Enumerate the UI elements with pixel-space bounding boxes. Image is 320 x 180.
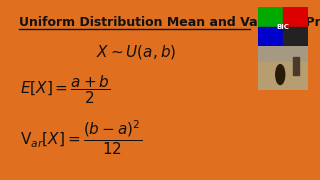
Bar bbox=[258, 27, 283, 46]
Text: BIC: BIC bbox=[276, 24, 289, 30]
Text: $X \sim U(a,b)$: $X \sim U(a,b)$ bbox=[95, 43, 176, 61]
Bar bbox=[258, 7, 283, 27]
Ellipse shape bbox=[276, 65, 285, 84]
Bar bbox=[293, 57, 299, 75]
Bar bbox=[283, 7, 308, 27]
Text: $E[X] = \dfrac{a+b}{2}$: $E[X] = \dfrac{a+b}{2}$ bbox=[20, 74, 111, 106]
Text: Uniform Distribution Mean and Variance Proof: Uniform Distribution Mean and Variance P… bbox=[19, 16, 320, 30]
Bar bbox=[283, 27, 308, 46]
Text: $\mathrm{V}_{ar}[X] = \dfrac{(b-a)^2}{12}$: $\mathrm{V}_{ar}[X] = \dfrac{(b-a)^2}{12… bbox=[20, 119, 142, 157]
